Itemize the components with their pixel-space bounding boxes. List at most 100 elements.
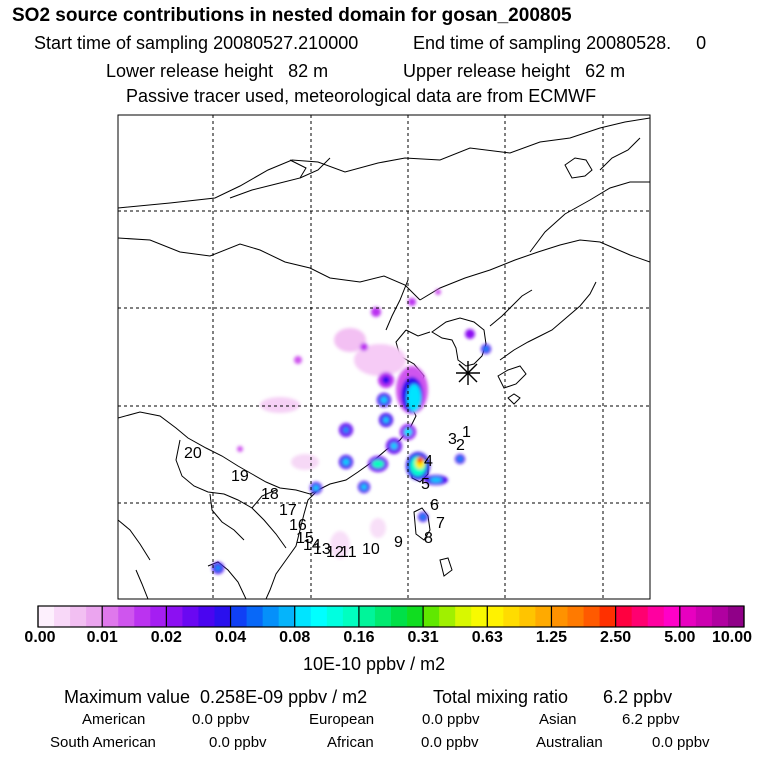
colorbar-swatch	[487, 606, 504, 627]
colorbar-swatch	[38, 606, 55, 627]
source-label-8: 8	[424, 530, 433, 547]
colorbar-swatch	[262, 606, 280, 627]
source-label-5: 5	[421, 476, 430, 493]
region-name-south-american: South American	[50, 734, 156, 751]
source-label-18: 18	[261, 486, 279, 503]
colorbar-tick-label: 0.31	[407, 629, 439, 646]
colorbar-swatch	[310, 606, 328, 627]
colorbar-swatch	[102, 606, 119, 627]
colorbar-swatch	[455, 606, 472, 627]
colorbar-swatch	[423, 606, 440, 627]
region-value-african: 0.0 ppbv	[421, 734, 479, 751]
source-label-11: 11	[340, 544, 357, 561]
colorbar-swatch	[246, 606, 264, 627]
colorbar-swatch	[599, 606, 617, 627]
colorbar-unit-label: 10E-10 ppbv / m2	[303, 654, 446, 674]
colorbar-tick-label: 0.01	[86, 629, 118, 646]
tracer-note: Passive tracer used, meteorological data…	[126, 86, 597, 106]
map-gridlines	[118, 115, 650, 599]
colorbar-swatch	[182, 606, 199, 627]
colorbar-swatch	[118, 606, 135, 627]
colorbar-swatch	[583, 606, 600, 627]
source-label-1: 1	[462, 424, 471, 441]
source-label-16: 16	[289, 517, 307, 534]
colorbar-swatch	[631, 606, 649, 627]
colorbar-swatch	[647, 606, 665, 627]
colorbar-swatch	[391, 606, 408, 627]
colorbar-swatch	[535, 606, 552, 627]
colorbar-swatch	[294, 606, 312, 627]
colorbar-swatch	[663, 606, 681, 627]
colorbar-swatch	[230, 606, 247, 627]
map-frame	[117, 114, 651, 600]
region-value-american: 0.0 ppbv	[192, 711, 250, 728]
receptor-star-icon	[456, 361, 480, 385]
colorbar-swatch	[150, 606, 167, 627]
colorbar-tick-label: 0.63	[471, 629, 503, 646]
plume-layer	[212, 289, 491, 574]
colorbar-swatch	[358, 606, 376, 627]
source-label-19: 19	[231, 468, 249, 485]
start-sampling-time: Start time of sampling 20080527.210000	[34, 33, 359, 53]
colorbar-swatch	[214, 606, 231, 627]
colorbar-swatch	[503, 606, 520, 627]
colorbar-swatch	[727, 606, 745, 627]
colorbar-swatch	[615, 606, 633, 627]
colorbar-tick-label: 2.50	[600, 629, 632, 646]
region-name-australian: Australian	[536, 734, 603, 751]
colorbar-tick-label: 5.00	[664, 629, 696, 646]
colorbar-tick-label: 0.00	[24, 629, 56, 646]
source-label-17: 17	[279, 502, 297, 519]
colorbar-swatch	[374, 606, 392, 627]
colorbar-swatch	[471, 606, 488, 627]
total-mixing-ratio: Total mixing ratio 6.2 ppbv	[433, 687, 673, 707]
region-name-asian: Asian	[539, 711, 577, 728]
maximum-value: Maximum value 0.258E-09 ppbv / m2	[64, 687, 368, 707]
source-label-20: 20	[184, 445, 202, 462]
colorbar-swatch	[326, 606, 344, 627]
colorbar-major-ticks	[37, 606, 745, 627]
colorbar-swatch	[407, 606, 424, 627]
colorbar-tick-label: 1.25	[535, 629, 568, 646]
source-label-4: 4	[424, 453, 433, 470]
source-label-14: 14	[303, 537, 321, 554]
colorbar-swatch	[567, 606, 584, 627]
colorbar-swatch	[70, 606, 87, 627]
colorbar-swatch	[679, 606, 697, 627]
upper-release-height: Upper release height 62 m	[403, 61, 626, 81]
lower-release-height: Lower release height 82 m	[106, 61, 329, 81]
region-value-asian: 6.2 ppbv	[622, 711, 680, 728]
colorbar-swatch	[278, 606, 296, 627]
colorbar-tick-label: 0.16	[343, 629, 375, 646]
source-label-6: 6	[430, 497, 439, 514]
region-value-australian: 0.0 ppbv	[652, 734, 710, 751]
colorbar-tick-label: 10.00	[711, 629, 753, 646]
colorbar-tick-label: 0.02	[150, 629, 182, 646]
colorbar-swatch	[54, 606, 71, 627]
source-label-12: 12	[326, 544, 344, 561]
coastlines	[118, 117, 650, 599]
source-label-7: 7	[436, 515, 445, 532]
source-label-9: 9	[394, 534, 403, 551]
colorbar-swatch	[86, 606, 103, 627]
region-name-american: American	[82, 711, 146, 728]
colorbar-swatch	[519, 606, 536, 627]
figure-title: SO2 source contributions in nested domai…	[12, 5, 572, 26]
colorbar-swatch	[342, 606, 360, 627]
source-label-13: 13	[313, 541, 331, 558]
region-name-african: African	[327, 734, 374, 751]
region-value-south-american: 0.0 ppbv	[209, 734, 267, 751]
colorbar-tick-label: 0.08	[279, 629, 311, 646]
colorbar-swatch	[166, 606, 183, 627]
colorbar	[38, 606, 745, 627]
region-name-european: European	[309, 711, 375, 728]
colorbar-swatch	[198, 606, 215, 627]
end-sampling-time: End time of sampling 20080528. 0	[413, 33, 707, 53]
colorbar-swatch	[439, 606, 456, 627]
colorbar-swatch	[551, 606, 568, 627]
source-label-3: 3	[448, 431, 457, 448]
colorbar-swatch	[134, 606, 151, 627]
source-label-10: 10	[362, 541, 380, 558]
